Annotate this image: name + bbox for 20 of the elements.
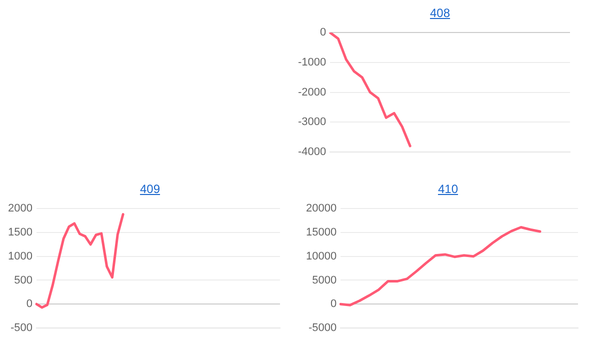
y-tick-label: 500 <box>14 274 32 286</box>
y-tick-label: 5000 <box>312 274 337 286</box>
y-tick-label: -5000 <box>308 322 337 334</box>
y-tick-label: -1000 <box>298 56 326 68</box>
y-tick-label: 10000 <box>306 250 337 262</box>
chart-title: 408 <box>428 5 452 22</box>
y-tick-label: 1500 <box>8 226 32 239</box>
y-tick-label: 15000 <box>306 226 337 239</box>
y-tick-label: -3000 <box>298 116 326 128</box>
y-tick-label: -4000 <box>298 146 326 158</box>
y-tick-label: 20000 <box>306 202 337 215</box>
y-tick-label: 0 <box>330 298 337 310</box>
chart-title: 409 <box>138 181 162 198</box>
y-tick-label: 2000 <box>8 202 32 215</box>
y-tick-label: 0 <box>320 26 326 39</box>
y-tick-label: 0 <box>26 298 32 310</box>
chart-title: 410 <box>436 181 460 198</box>
y-tick-label: -2000 <box>298 86 326 98</box>
y-tick-label: 1000 <box>8 250 32 262</box>
y-tick-label: -500 <box>10 322 32 334</box>
